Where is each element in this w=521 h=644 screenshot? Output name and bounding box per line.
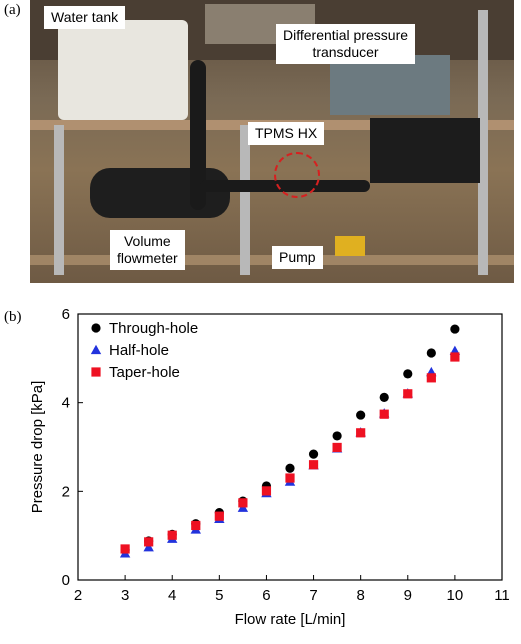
data-point-square [144,537,154,547]
data-point-square [356,428,366,438]
data-point-circle [450,324,460,334]
data-point-square [191,520,201,531]
pressure-drop-chart: 2 3 4 5 6 7 8 9 10 11 0 2 4 6 Flow rate [L/min] Pressur… [0,288,521,644]
x-tick-label: 4 [168,587,176,604]
data-point-triangle [143,541,154,552]
data-point-square [379,409,389,419]
data-point-square [308,460,319,470]
data-point-circle [332,431,342,441]
data-point-square [285,473,295,483]
data-point-square [261,486,272,496]
y-axis-title: Pressure drop [kPa] [29,381,46,514]
volume-flowmeter-label: Volume flowmeter [110,230,185,270]
legend-marker-triangle [90,344,102,355]
data-point-circle [403,369,413,379]
x-tick-label: 3 [121,587,129,604]
x-tick-label: 9 [404,587,412,604]
panel-label-a: (a) [4,2,21,18]
water-tank-label: Water tank [44,6,126,29]
data-point-circle [379,392,389,402]
differential-pressure-transducer-label: Differential pressure transducer [276,24,416,64]
y-tick-label: 2 [62,483,70,500]
x-tick-label: 7 [309,587,317,604]
data-point-square [426,373,436,383]
legend-marker-circle [91,323,101,333]
data-point-square [120,544,130,554]
pump-label: Pump [272,246,323,269]
data-point-square [167,530,177,540]
data-point-square [332,442,342,453]
data-point-circle [308,449,319,459]
data-point-circle [285,463,295,473]
legend-label: Through-hole [109,320,198,337]
x-tick-label: 11 [494,587,510,604]
x-axis-title: Flow rate [L/min] [235,611,346,628]
x-tick-label: 5 [215,587,223,604]
y-tick-label: 0 [62,572,70,589]
legend-label: Half-hole [109,342,169,359]
panel-label-b: (b) [4,309,22,325]
y-tick-label: 4 [62,395,70,412]
x-tick-label: 6 [262,587,270,604]
data-point-square [403,389,413,399]
plot-frame [77,313,503,581]
data-point-circle [426,348,436,358]
x-tick-label: 10 [447,587,464,604]
experimental-setup-photo: Water tank Differential pressure transdu… [30,0,514,283]
data-point-circle [356,410,366,420]
tpms-hx-highlight-circle [274,152,320,198]
legend-label: Taper-hole [109,364,180,381]
x-tick-label: 2 [74,587,82,604]
legend-marker-square [91,367,101,377]
data-point-square [214,511,224,521]
data-point-square [450,352,460,362]
x-tick-label: 8 [356,587,364,604]
tpms-hx-label: TPMS HX [248,122,325,145]
data-point-square [238,498,248,508]
y-tick-label: 6 [62,306,70,323]
